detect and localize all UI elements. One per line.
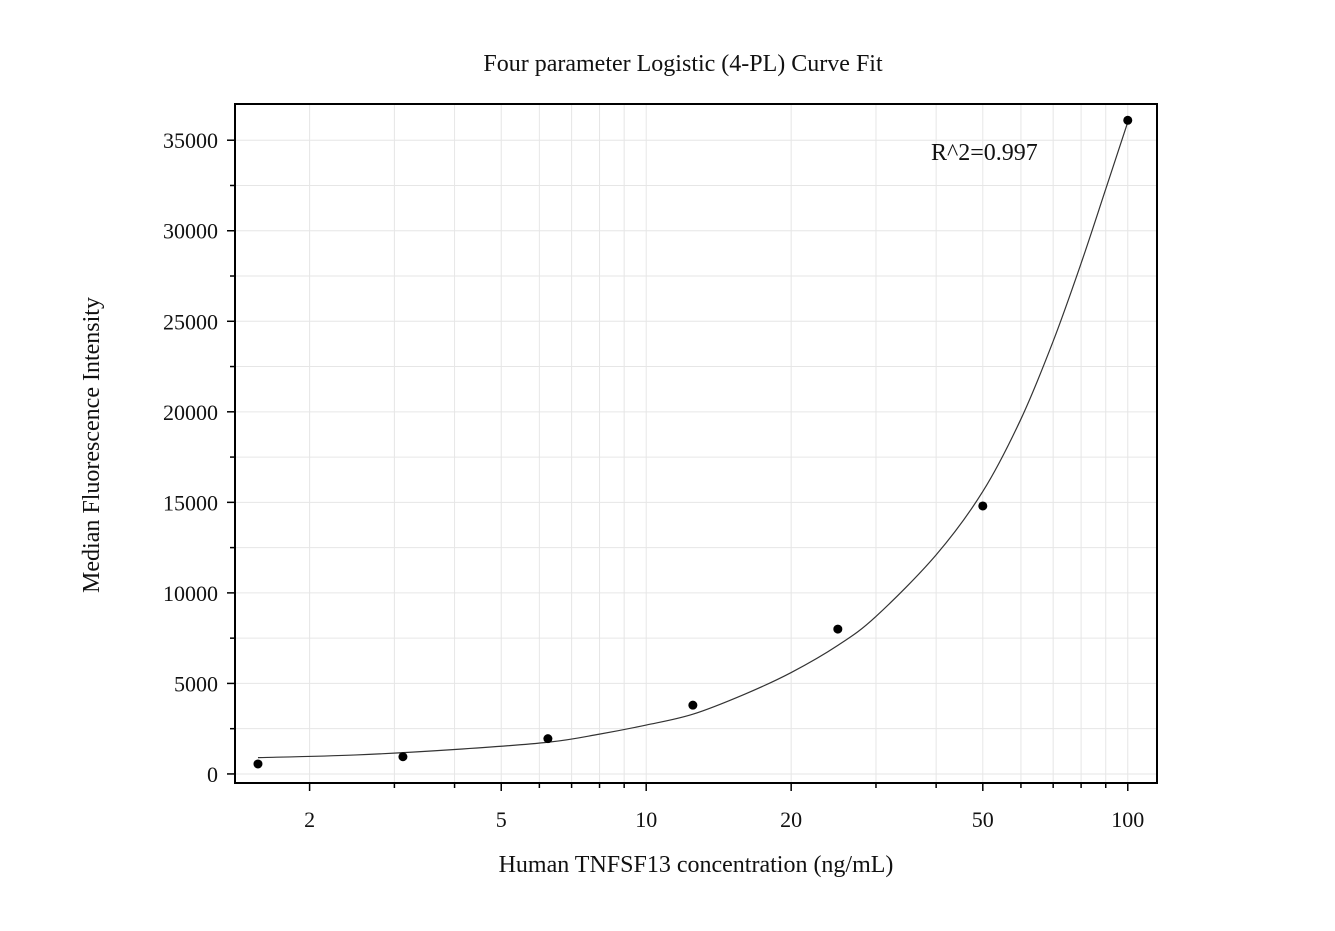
y-tick-label: 20000: [163, 400, 218, 425]
chart-title: Four parameter Logistic (4-PL) Curve Fit: [483, 51, 883, 77]
y-tick-label: 5000: [174, 671, 218, 696]
x-tick-label: 5: [496, 807, 507, 832]
data-point: [978, 501, 988, 511]
y-tick-label: 35000: [163, 128, 218, 153]
data-points: [253, 115, 1133, 769]
data-point: [253, 759, 263, 769]
x-tick-label: 20: [780, 807, 802, 832]
fit-curve: [257, 121, 1129, 759]
y-tick-label: 25000: [163, 309, 218, 334]
x-tick-label: 50: [972, 807, 994, 832]
data-point: [833, 624, 843, 634]
data-point: [688, 700, 698, 710]
x-tick-label: 10: [635, 807, 657, 832]
grid: [235, 104, 1157, 783]
plot-frame: [234, 103, 1158, 784]
data-point: [1123, 115, 1133, 125]
tick-labels: 2 5 10 20 50 100 0 5000 10000 15000 20000 25000 3000…: [163, 128, 1144, 832]
y-tick-label: 0: [207, 762, 218, 787]
x-axis-label: Human TNFSF13 concentration (ng/mL): [499, 852, 894, 878]
y-axis-label: Median Fluorescence Intensity: [79, 297, 105, 593]
r-squared-annotation: R^2=0.997: [931, 140, 1038, 166]
y-tick-label: 10000: [163, 581, 218, 606]
x-tick-label: 2: [304, 807, 315, 832]
axis-ticks: [227, 139, 1129, 791]
data-point: [543, 734, 553, 744]
x-tick-label: 100: [1111, 807, 1144, 832]
y-tick-label: 30000: [163, 219, 218, 244]
y-tick-label: 15000: [163, 490, 218, 515]
data-point: [398, 752, 408, 762]
